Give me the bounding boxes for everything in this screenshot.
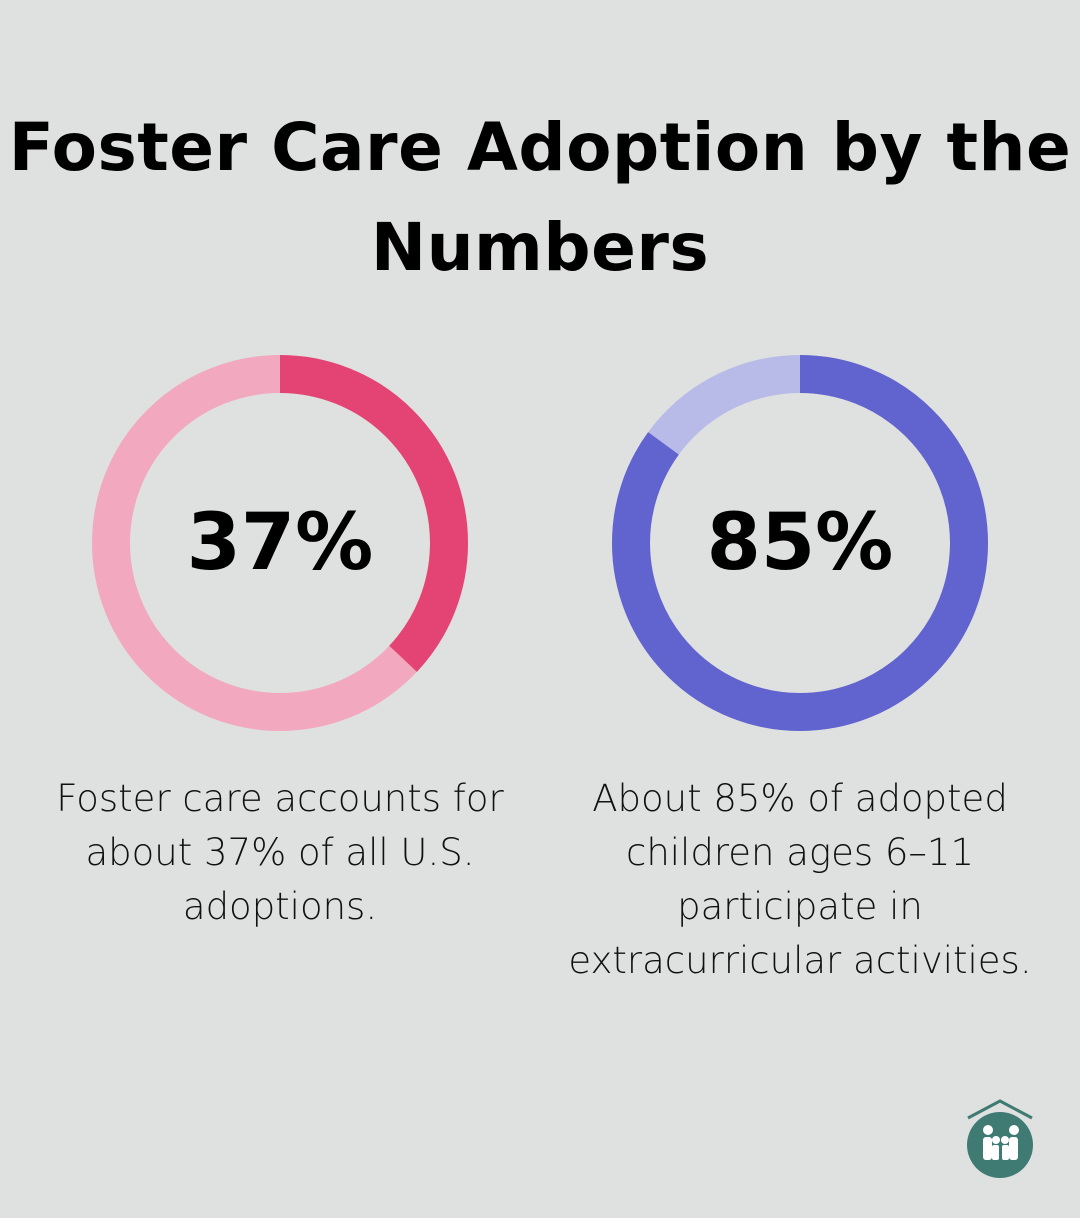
donut-value-arc	[612, 355, 988, 731]
house-family-icon	[967, 1099, 1033, 1178]
donut-percent-label: 37%	[186, 498, 374, 588]
donut-description: About 85% of adopted children ages 6–11 …	[568, 777, 1032, 982]
donut-value-arc	[92, 355, 468, 731]
page-title: Foster Care Adoption by the Numbers	[8, 109, 1072, 286]
donut-description: Foster care accounts for about 37% of al…	[56, 777, 504, 928]
donut-chart-foster-care: 37%	[92, 355, 468, 731]
donut-chart-extracurricular: 85%	[612, 355, 988, 731]
donut-percent-label: 85%	[706, 498, 894, 588]
